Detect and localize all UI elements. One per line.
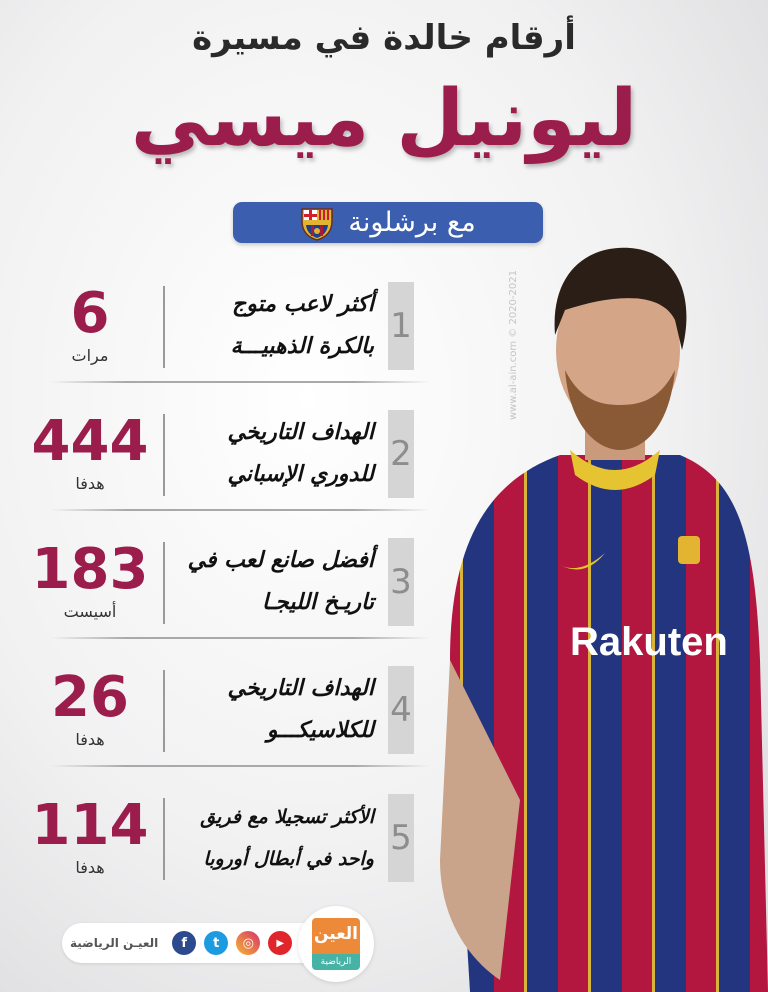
record-text: الهداف التاريخي للدوري الإسباني: [227, 420, 374, 487]
record-rank: 3: [388, 538, 414, 626]
record-rank: 4: [388, 666, 414, 754]
record-rank: 1: [388, 282, 414, 370]
title-line1: أرقام خالدة في مسيرة: [192, 18, 576, 58]
records-list: 1 أكثر لاعب متوج بالكرة الذهبيـــة 6 مرا…: [20, 282, 440, 922]
record-row: 3 أفضل صانع لعب في تاريـخ الليجـا 183 أس…: [20, 538, 440, 666]
facebook-icon[interactable]: f: [172, 931, 197, 955]
divider: [163, 542, 165, 624]
record-value: 26: [51, 665, 129, 730]
record-rank: 2: [388, 410, 414, 498]
shirt-sponsor: Rakuten: [570, 620, 728, 664]
record-value: 114: [31, 793, 149, 858]
subtitle-banner: مع برشلونة: [233, 202, 543, 243]
record-unit: هدفا: [75, 730, 105, 749]
al-ain-sports-logo: العين الرياضية: [298, 906, 374, 982]
divider: [163, 798, 165, 880]
record-rank: 5: [388, 794, 414, 882]
row-separator: [50, 765, 430, 767]
record-unit: أسيست: [63, 602, 117, 621]
row-separator: [50, 637, 430, 639]
logo-top-text: العين: [312, 918, 360, 954]
barcelona-crest-icon: [301, 207, 334, 241]
record-value: 444: [31, 409, 149, 474]
row-separator: [50, 509, 430, 511]
record-value: 6: [70, 281, 110, 346]
record-text: الهداف التاريخي للكلاسيكـــو: [227, 676, 374, 743]
brand-name: العيـن الرياضية: [70, 936, 159, 950]
logo-bottom-text: الرياضية: [312, 954, 360, 970]
record-row: 1 أكثر لاعب متوج بالكرة الذهبيـــة 6 مرا…: [20, 282, 440, 410]
record-unit: مرات: [71, 346, 109, 365]
instagram-icon[interactable]: ◎: [236, 931, 261, 955]
record-unit: هدفا: [75, 858, 105, 877]
youtube-icon[interactable]: ▶: [268, 931, 293, 955]
record-value: 183: [31, 537, 149, 602]
subtitle-text: مع برشلونة: [348, 207, 476, 238]
player-photo: Rakuten: [440, 247, 768, 992]
page-title: ليونيل ميسي: [130, 74, 638, 164]
record-row: 2 الهداف التاريخي للدوري الإسباني 444 هد…: [20, 410, 440, 538]
divider: [163, 414, 165, 496]
record-text: أكثر لاعب متوج بالكرة الذهبيـــة: [230, 292, 374, 359]
record-text: أفضل صانع لعب في تاريـخ الليجـا: [187, 548, 374, 615]
record-row: 4 الهداف التاريخي للكلاسيكـــو 26 هدفا: [20, 666, 440, 794]
record-row: 5 الأكثر تسجيلا مع فريق واحد في أبطال أو…: [20, 794, 440, 922]
record-unit: هدفا: [75, 474, 105, 493]
divider: [163, 670, 165, 752]
row-separator: [50, 381, 430, 383]
divider: [163, 286, 165, 368]
twitter-icon[interactable]: t: [204, 931, 229, 955]
record-text: الأكثر تسجيلا مع فريق واحد في أبطال أورو…: [200, 806, 374, 870]
